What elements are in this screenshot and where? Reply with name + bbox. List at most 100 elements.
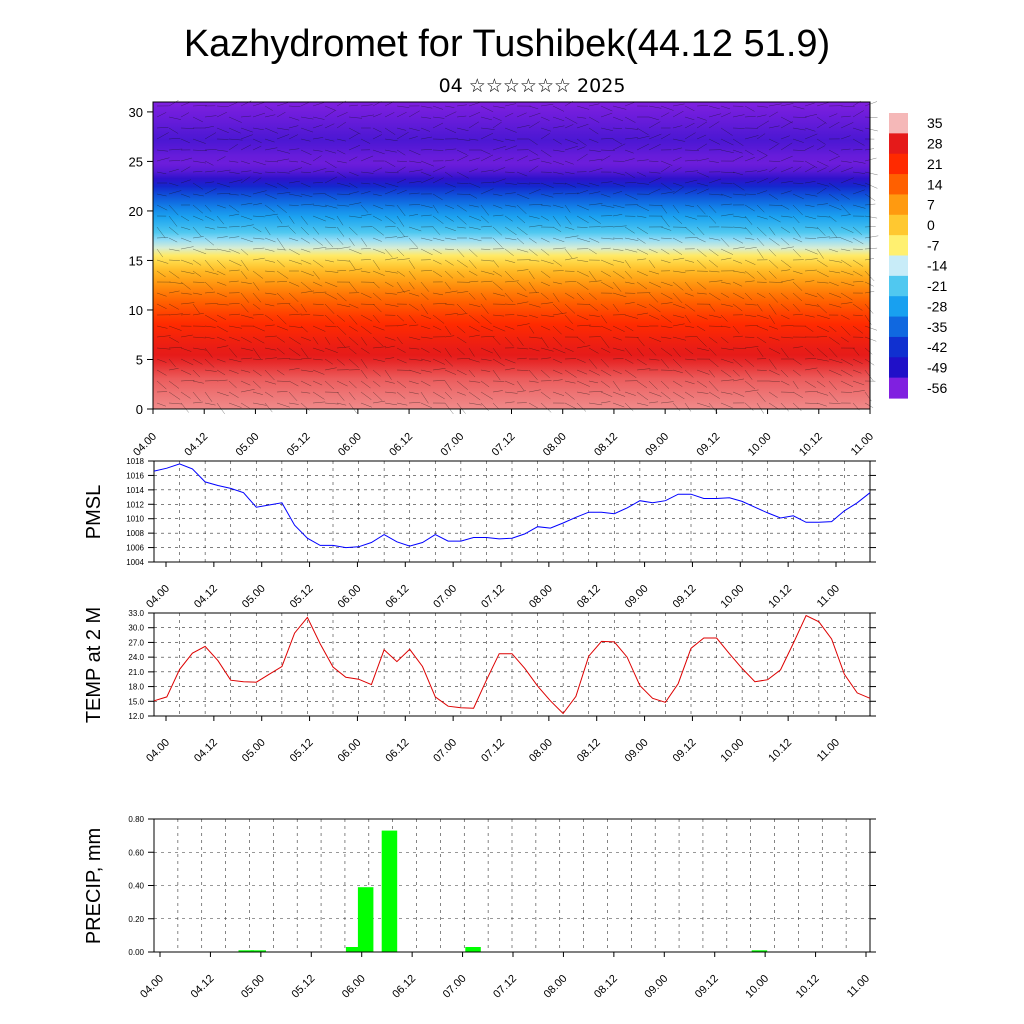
wind-barb [384,257,399,261]
wind-barb [324,215,335,220]
wind-barb [684,170,699,173]
wind-barb [492,204,503,209]
wind-barb [564,116,578,124]
wind-barb [504,157,514,162]
y-tick-label: 1012 [126,500,144,509]
wind-barb [696,292,707,295]
wind-barb [588,314,600,317]
wind-barb [216,314,227,320]
wind-barb [648,303,661,313]
wind-barb [432,270,443,278]
wind-barb [672,402,681,412]
wind-barb [216,156,226,162]
wind-barb [336,303,351,308]
wind-barb [696,116,707,121]
wind-barb [660,401,674,404]
wind-barb [852,138,865,146]
wind-barb [780,292,789,300]
wind-barb [252,127,264,131]
wind-barb [672,314,685,319]
wind-barb [252,369,262,377]
wind-barb [720,203,732,206]
wind-barb [540,149,552,158]
wind-barb [228,369,239,374]
x-tick-label: 10.12 [797,431,825,459]
wind-barb [480,154,494,162]
wind-barb [360,314,373,322]
wind-barb [396,391,406,399]
wind-barb [204,358,215,368]
wind-barb [348,336,359,346]
wind-barb [228,280,239,283]
wind-barb [804,292,818,298]
wind-barb [288,105,301,108]
wind-barb [300,391,311,394]
wind-barb [288,303,299,313]
wind-barb [168,127,179,134]
wind-barb [672,336,687,341]
wind-barb [168,270,180,279]
wind-barb [372,204,384,210]
wind-barb [492,121,502,129]
wind-barb [492,325,506,332]
y-tick-label: 27.0 [128,638,144,647]
wind-barb [564,124,574,129]
wind-barb [336,270,347,272]
x-tick-label: 10.00 [746,431,774,459]
wind-barb [480,402,489,412]
colorbar-label: 0 [927,217,935,233]
wind-barb [216,127,229,134]
wind-barb [540,302,554,305]
wind-barb [480,225,493,228]
wind-barb [816,145,826,151]
wind-barb [300,259,312,265]
wind-barb [792,313,803,316]
wind-barb [276,182,289,190]
wind-barb [252,171,262,174]
wind-barb [396,166,406,173]
wind-barb [492,281,503,291]
wind-barb [528,314,538,318]
wind-barb [840,259,852,267]
wind-barb [348,268,363,272]
wind-barb [684,391,695,398]
wind-barb [864,303,874,314]
wind-barb [804,402,818,404]
wind-barb [864,171,878,176]
wind-barb [168,303,179,310]
x-tick-label: 04.00 [131,431,159,459]
wind-barb [504,259,516,263]
wind-barb [372,237,382,242]
wind-barb [816,226,826,236]
wind-barb [252,380,261,389]
wind-barb [816,270,829,278]
wind-barb [168,204,179,216]
wind-barb [468,226,481,230]
wind-barb [396,226,405,237]
colorbar-label: 7 [927,197,935,213]
x-tick-label: 09.00 [623,583,651,611]
wind-barb [528,325,535,334]
wind-barb [564,215,572,225]
wind-barb [240,303,249,313]
wind-barb [756,336,767,344]
wind-barb [540,336,549,349]
wind-barb [276,270,289,279]
wind-barb [852,204,866,209]
wind-barb [408,292,420,297]
wind-barb [408,127,420,132]
wind-barb [180,391,191,399]
wind-barb [684,259,695,263]
wind-barb [228,336,240,342]
wind-barb [576,345,591,349]
wind-barb [192,259,202,266]
wind-barb [180,379,195,382]
wind-barb [600,112,613,118]
wind-barb [792,346,803,349]
wind-barb [336,358,345,366]
wind-barb [600,325,612,331]
wind-barb [864,116,878,118]
wind-barb [768,303,777,315]
wind-barb [276,171,290,174]
wind-barb [336,204,349,207]
